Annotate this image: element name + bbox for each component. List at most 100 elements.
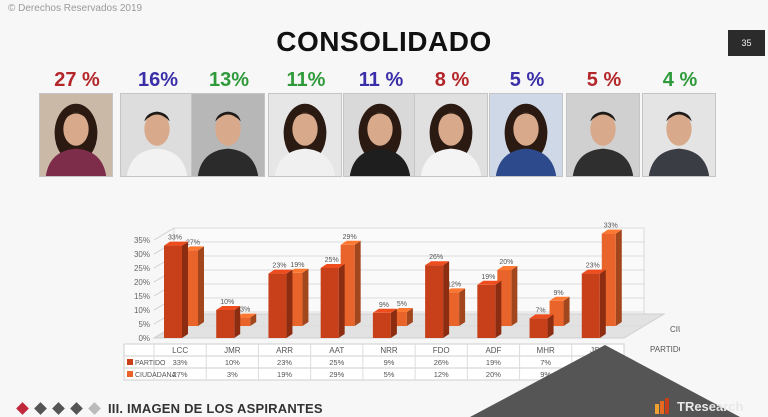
- table-cell-partido: 25%: [329, 358, 344, 367]
- candidate-percentage: 5 %: [509, 69, 545, 91]
- table-cell-partido: 10%: [225, 358, 240, 367]
- bar-partido-side: [234, 306, 241, 338]
- bar-ciudadana-label: 33%: [604, 223, 618, 230]
- bar-ciudadana-label: 5%: [397, 301, 407, 308]
- table-cell-ciudadana: 27%: [173, 370, 188, 379]
- candidate-percentage: 11 %: [358, 69, 404, 91]
- candidate-percentage: 11%: [286, 69, 326, 91]
- bar-partido-side: [495, 280, 502, 338]
- diamond-markers: [16, 401, 108, 415]
- woman-portrait-photo: [489, 93, 563, 177]
- candidate-percentage: 5 %: [586, 69, 622, 91]
- bar-partido-label: 7%: [535, 307, 545, 314]
- x-category-label: FDO: [433, 346, 450, 355]
- x-category-label: AAT: [329, 346, 344, 355]
- y-tick-label: 35%: [134, 236, 150, 245]
- bar-partido-top: [425, 261, 450, 266]
- bar-ciudadana-side: [511, 266, 518, 326]
- bar-ciudadana-label: 12%: [447, 281, 461, 288]
- candidate-card: 27 %: [39, 68, 115, 180]
- section-footer: III. IMAGEN DE LOS ASPIRANTES: [16, 399, 323, 417]
- x-category-label: NRR: [380, 346, 398, 355]
- bar-ciudadana-top: [445, 288, 466, 293]
- bar-ciudadana-label: 29%: [343, 234, 357, 241]
- bar-partido-label: 9%: [379, 302, 389, 309]
- candidate-card: 5 %: [489, 68, 565, 180]
- bar-partido-label: 23%: [272, 263, 286, 270]
- bar-ciudadana-top: [340, 240, 361, 245]
- bar-partido-top: [477, 280, 502, 285]
- candidate-card: 11 %: [343, 68, 419, 180]
- bar-partido-top: [581, 269, 606, 274]
- page-title: CONSOLIDADO: [276, 26, 492, 57]
- depth-label-ciudadana: CIUDADANA: [670, 325, 680, 334]
- candidate-card: 5 %: [566, 68, 642, 180]
- bar-partido-side: [286, 269, 293, 338]
- bar-ciudadana-top: [549, 296, 570, 301]
- legend-label: PARTIDO: [135, 360, 166, 367]
- candidate-percentage: 13%: [208, 69, 250, 91]
- decorative-triangle: [470, 345, 740, 417]
- bar-partido: [372, 312, 391, 338]
- bar-ciudadana-top: [392, 308, 413, 312]
- table-cell-partido: 23%: [277, 358, 292, 367]
- bar-ciudadana-side: [354, 240, 361, 326]
- y-tick-label: 25%: [134, 264, 150, 273]
- bar-ciudadana-top: [601, 229, 622, 234]
- bar-partido-side: [599, 269, 606, 338]
- y-tick-label: 20%: [134, 278, 150, 287]
- bar-partido: [320, 268, 339, 338]
- bar-partido: [581, 273, 600, 338]
- bar-partido-label: 33%: [168, 235, 182, 242]
- candidate-percentage: 16%: [137, 69, 179, 91]
- copyright-notice: © Derechos Reservados 2019: [8, 3, 143, 14]
- bar-ciudadana-side: [615, 229, 622, 326]
- x-category-label: LCC: [172, 346, 188, 355]
- bar-partido-label: 19%: [481, 274, 495, 281]
- bar-ciudadana-label: 20%: [499, 259, 513, 266]
- woman-portrait-photo: [414, 93, 488, 177]
- y-tick-label: 15%: [134, 292, 150, 301]
- bar-ciudadana-top: [236, 313, 257, 318]
- man-portrait-photo: [120, 93, 194, 177]
- woman-portrait-photo: [39, 93, 113, 177]
- table-cell-ciudadana: 19%: [277, 370, 292, 379]
- logo-text: TResearch: [677, 398, 744, 414]
- man-portrait-photo: [566, 93, 640, 177]
- bar-partido-side: [390, 308, 397, 338]
- diamond-marker: [52, 401, 65, 415]
- y-tick-label: 0%: [138, 334, 150, 343]
- section-title: III. IMAGEN DE LOS ASPIRANTES: [108, 400, 323, 416]
- page-number-badge: 35: [728, 30, 765, 56]
- bar-partido: [529, 318, 548, 338]
- candidate-percentage: 8 %: [434, 69, 470, 91]
- bar-partido: [425, 265, 444, 338]
- bar-ciudadana-side: [563, 296, 570, 326]
- logo-icon: [654, 398, 674, 414]
- bar-ciudadana-label: 27%: [186, 239, 200, 246]
- bar-partido-top: [268, 269, 293, 274]
- bar-partido: [477, 284, 496, 338]
- candidate-strip: 27 % 16% 13% 11% 11 % 8 % 5 % 5 % 4 %: [0, 0, 768, 180]
- bar-partido-top: [372, 308, 397, 313]
- man-portrait-photo: [642, 93, 716, 177]
- candidate-percentage: 4 %: [662, 69, 698, 91]
- table-cell-ciudadana: 29%: [329, 370, 344, 379]
- bar-ciudadana-side: [459, 288, 466, 326]
- bar-partido: [164, 245, 182, 338]
- bar-partido: [268, 273, 287, 338]
- diamond-marker: [70, 401, 83, 415]
- bar-partido-top: [164, 241, 188, 246]
- candidate-percentage: 27 %: [54, 69, 100, 91]
- bar-partido-top: [216, 306, 241, 310]
- bar-ciudadana-top: [497, 266, 518, 270]
- legend-label: CIUDADANA: [135, 372, 177, 379]
- bar-partido-top: [529, 314, 554, 319]
- x-category-label: ARR: [276, 346, 293, 355]
- grid-line-side: [153, 227, 175, 241]
- diamond-marker: [34, 401, 47, 415]
- bar-ciudadana: [236, 317, 251, 326]
- bar-partido-label: 26%: [429, 254, 443, 261]
- bar-partido-side: [182, 241, 188, 338]
